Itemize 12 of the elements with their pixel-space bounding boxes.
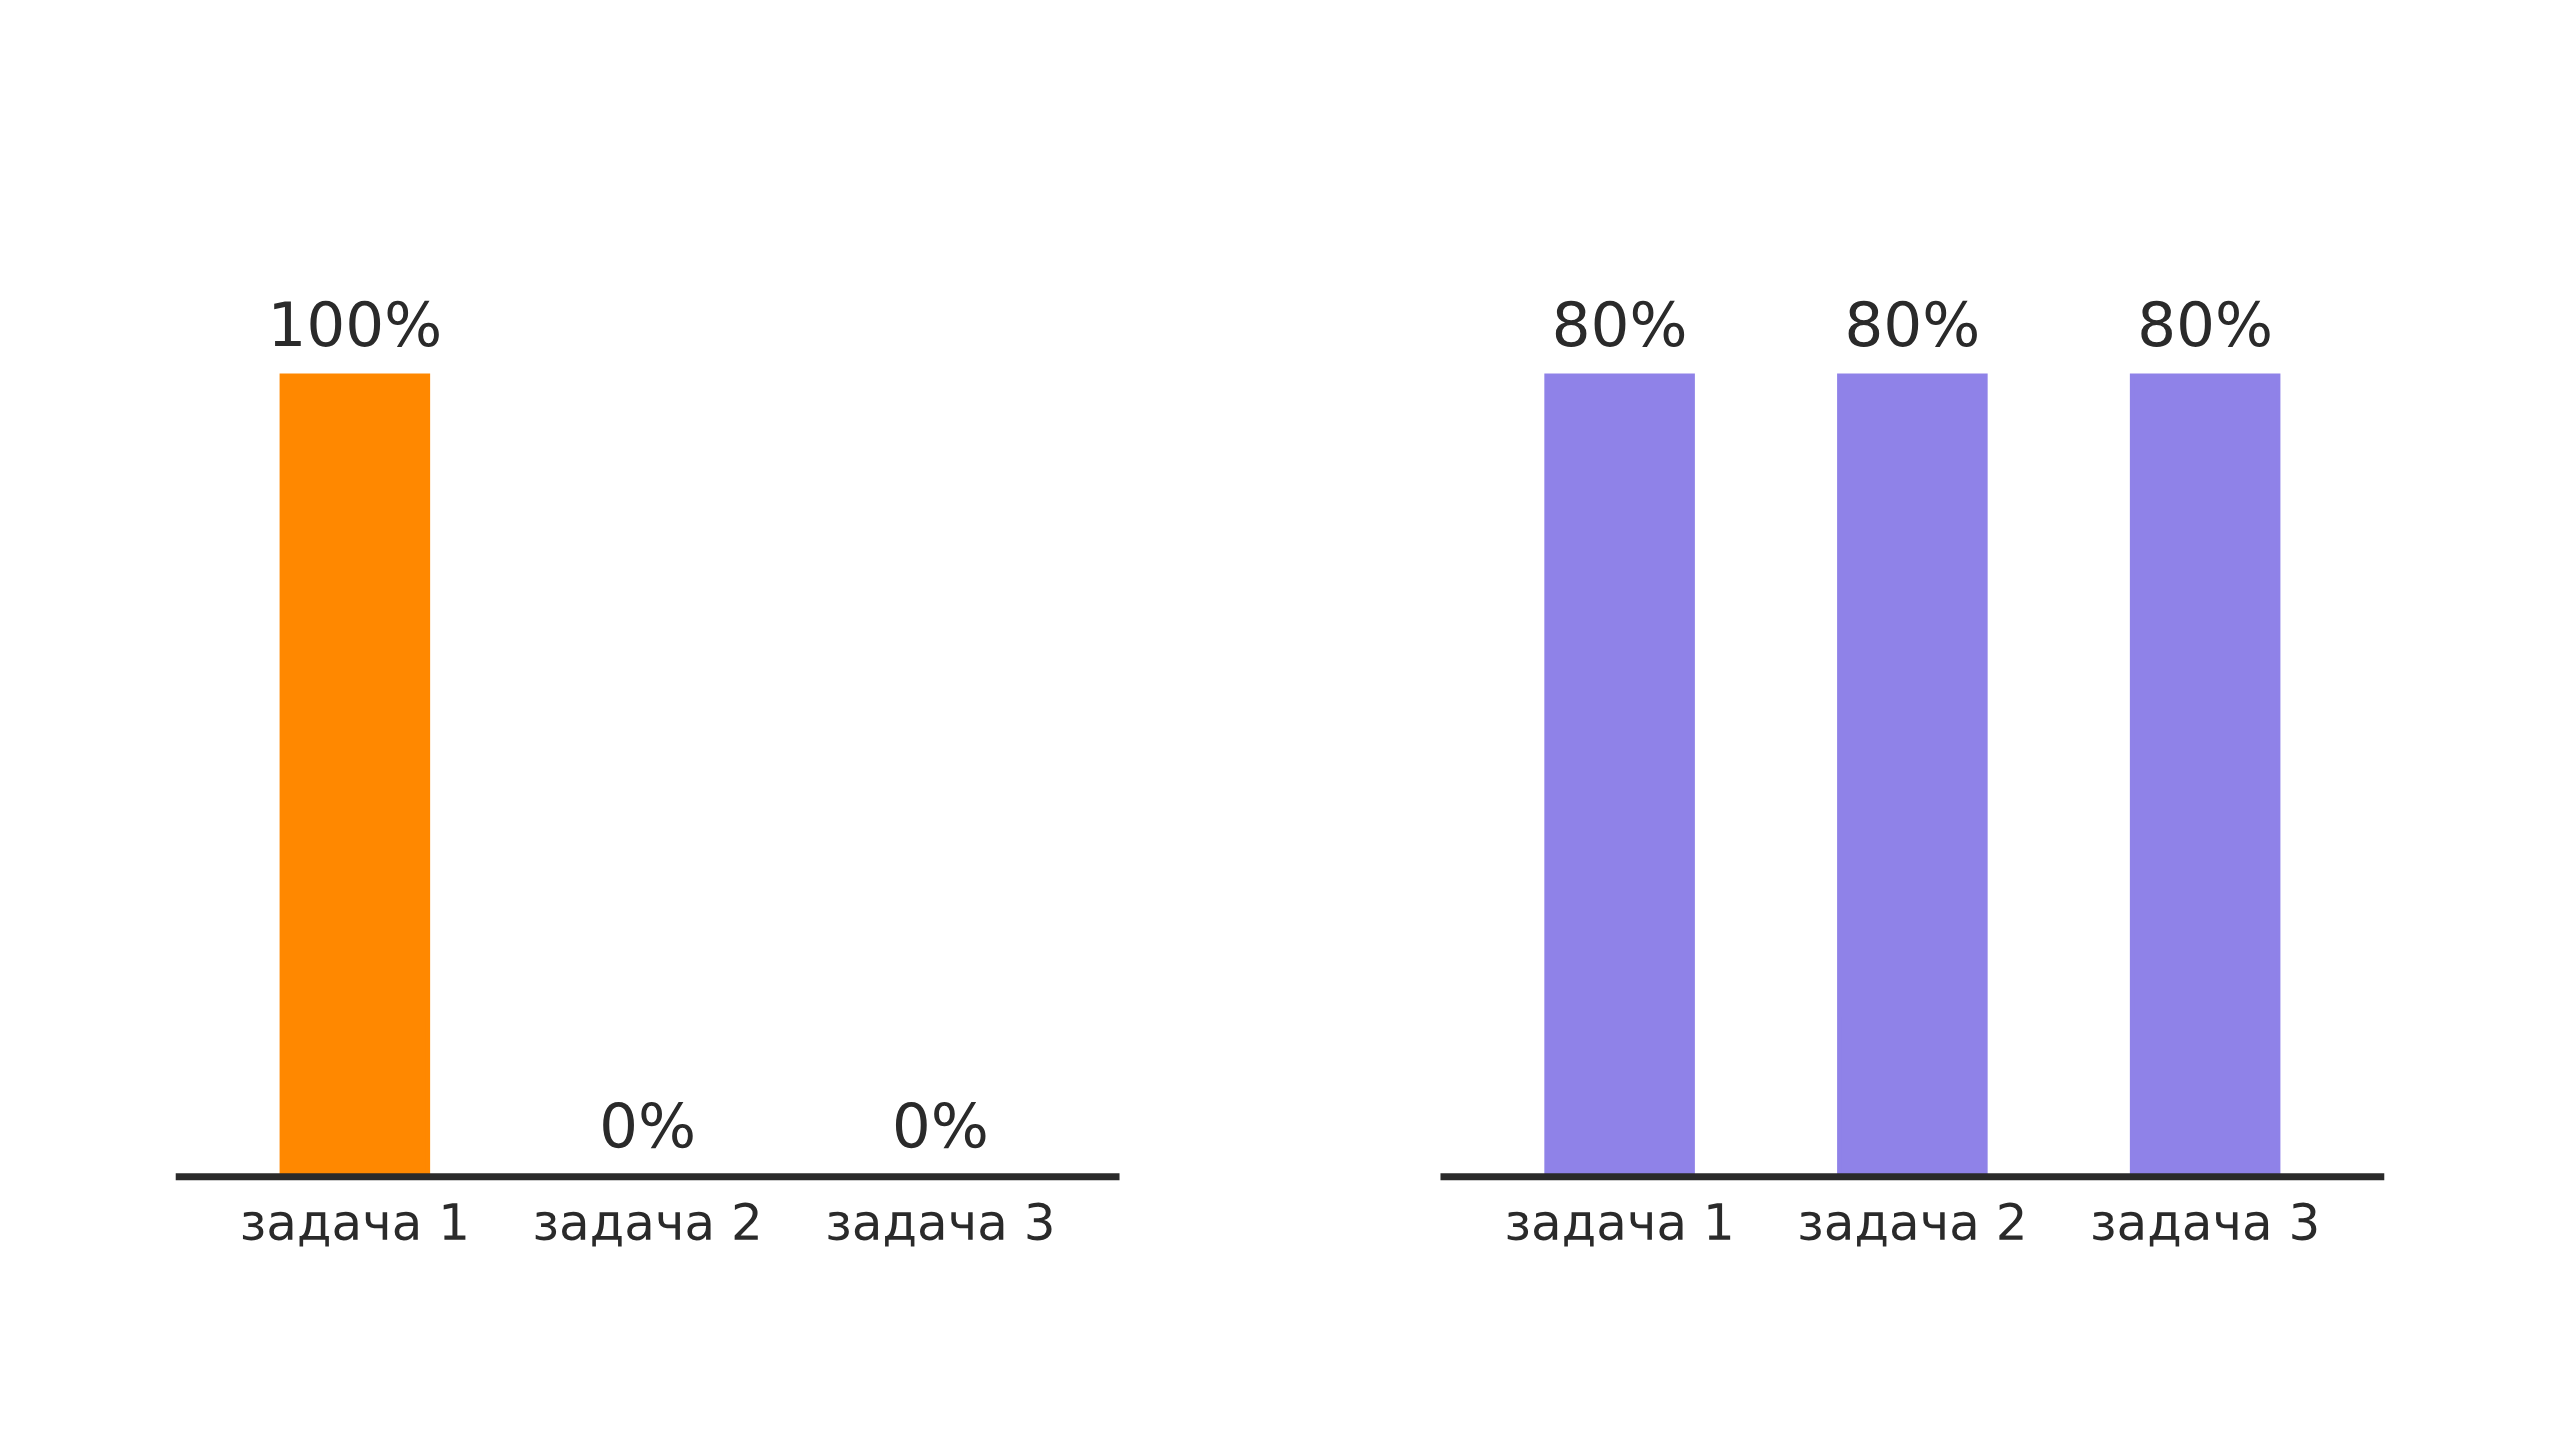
data-label: 80% [1555,300,1685,347]
data-label: 80% [1848,300,1977,347]
data-label: 80% [2141,300,2270,347]
data-label: 0% [895,1101,986,1149]
x-tick-label: задача 3 [2093,1202,2317,1247]
data-label: 100% [274,300,439,347]
x-tick-label: задача 3 [828,1202,1052,1247]
x-tick-label: задача 1 [242,1203,466,1247]
x-tick-label: задача 2 [535,1202,758,1247]
data-label: 0% [603,1101,693,1149]
x-tick-label: задача 1 [1507,1203,1731,1247]
x-tick-label: задача 2 [1800,1202,2023,1247]
